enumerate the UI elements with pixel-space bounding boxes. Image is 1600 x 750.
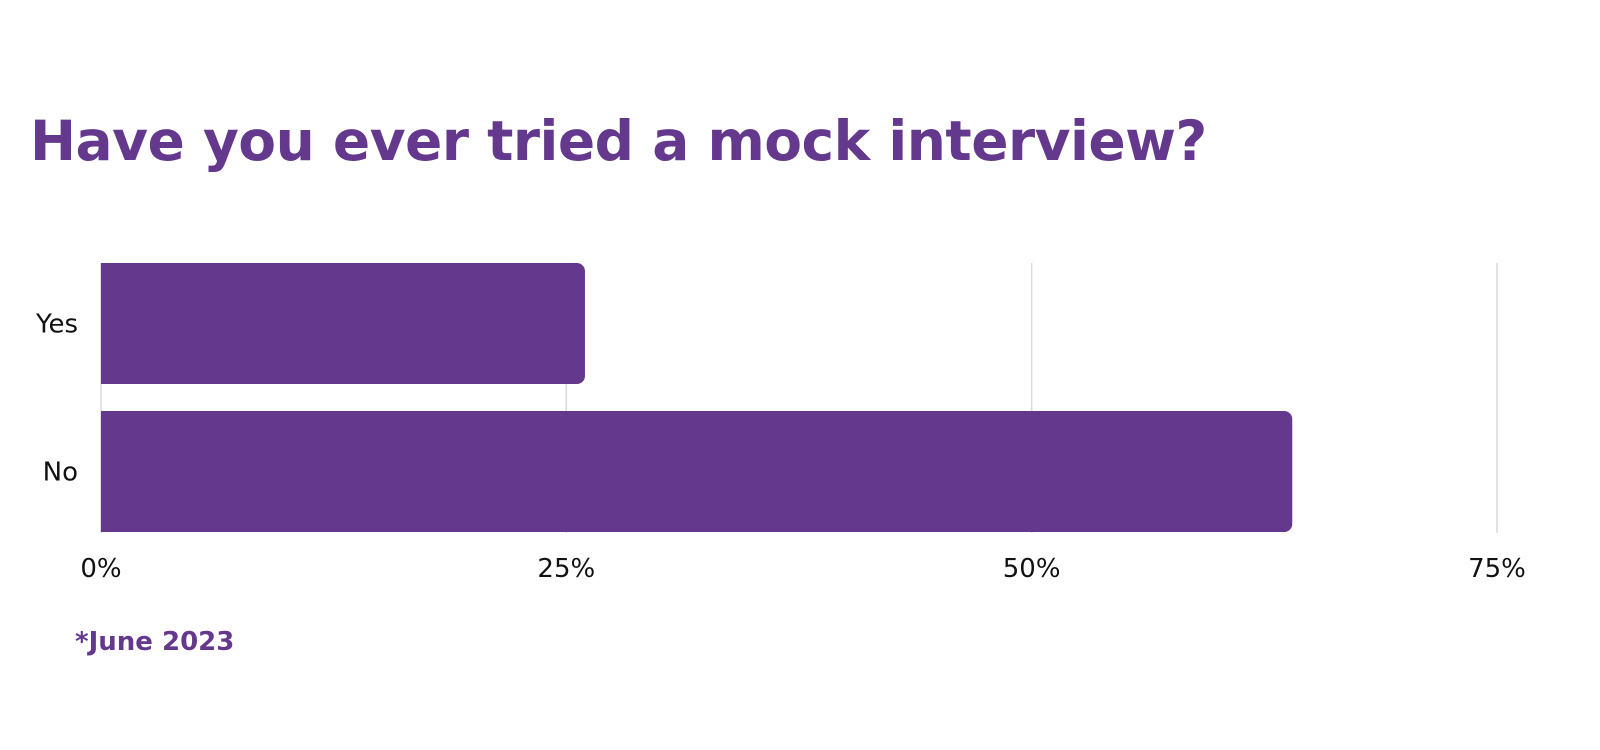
x-tick-label-50: 50%: [1003, 554, 1061, 584]
chart-title: Have you ever tried a mock interview?: [30, 109, 1207, 173]
bar-no: [101, 411, 1293, 532]
bar-yes: [101, 263, 585, 384]
x-tick-label-0: 0%: [80, 554, 121, 584]
chart-footnote: *June 2023: [75, 627, 235, 657]
x-tick-label-75: 75%: [1468, 554, 1526, 584]
category-label-yes: Yes: [35, 310, 78, 340]
x-tick-label-25: 25%: [537, 554, 595, 584]
category-label-no: No: [43, 458, 78, 488]
